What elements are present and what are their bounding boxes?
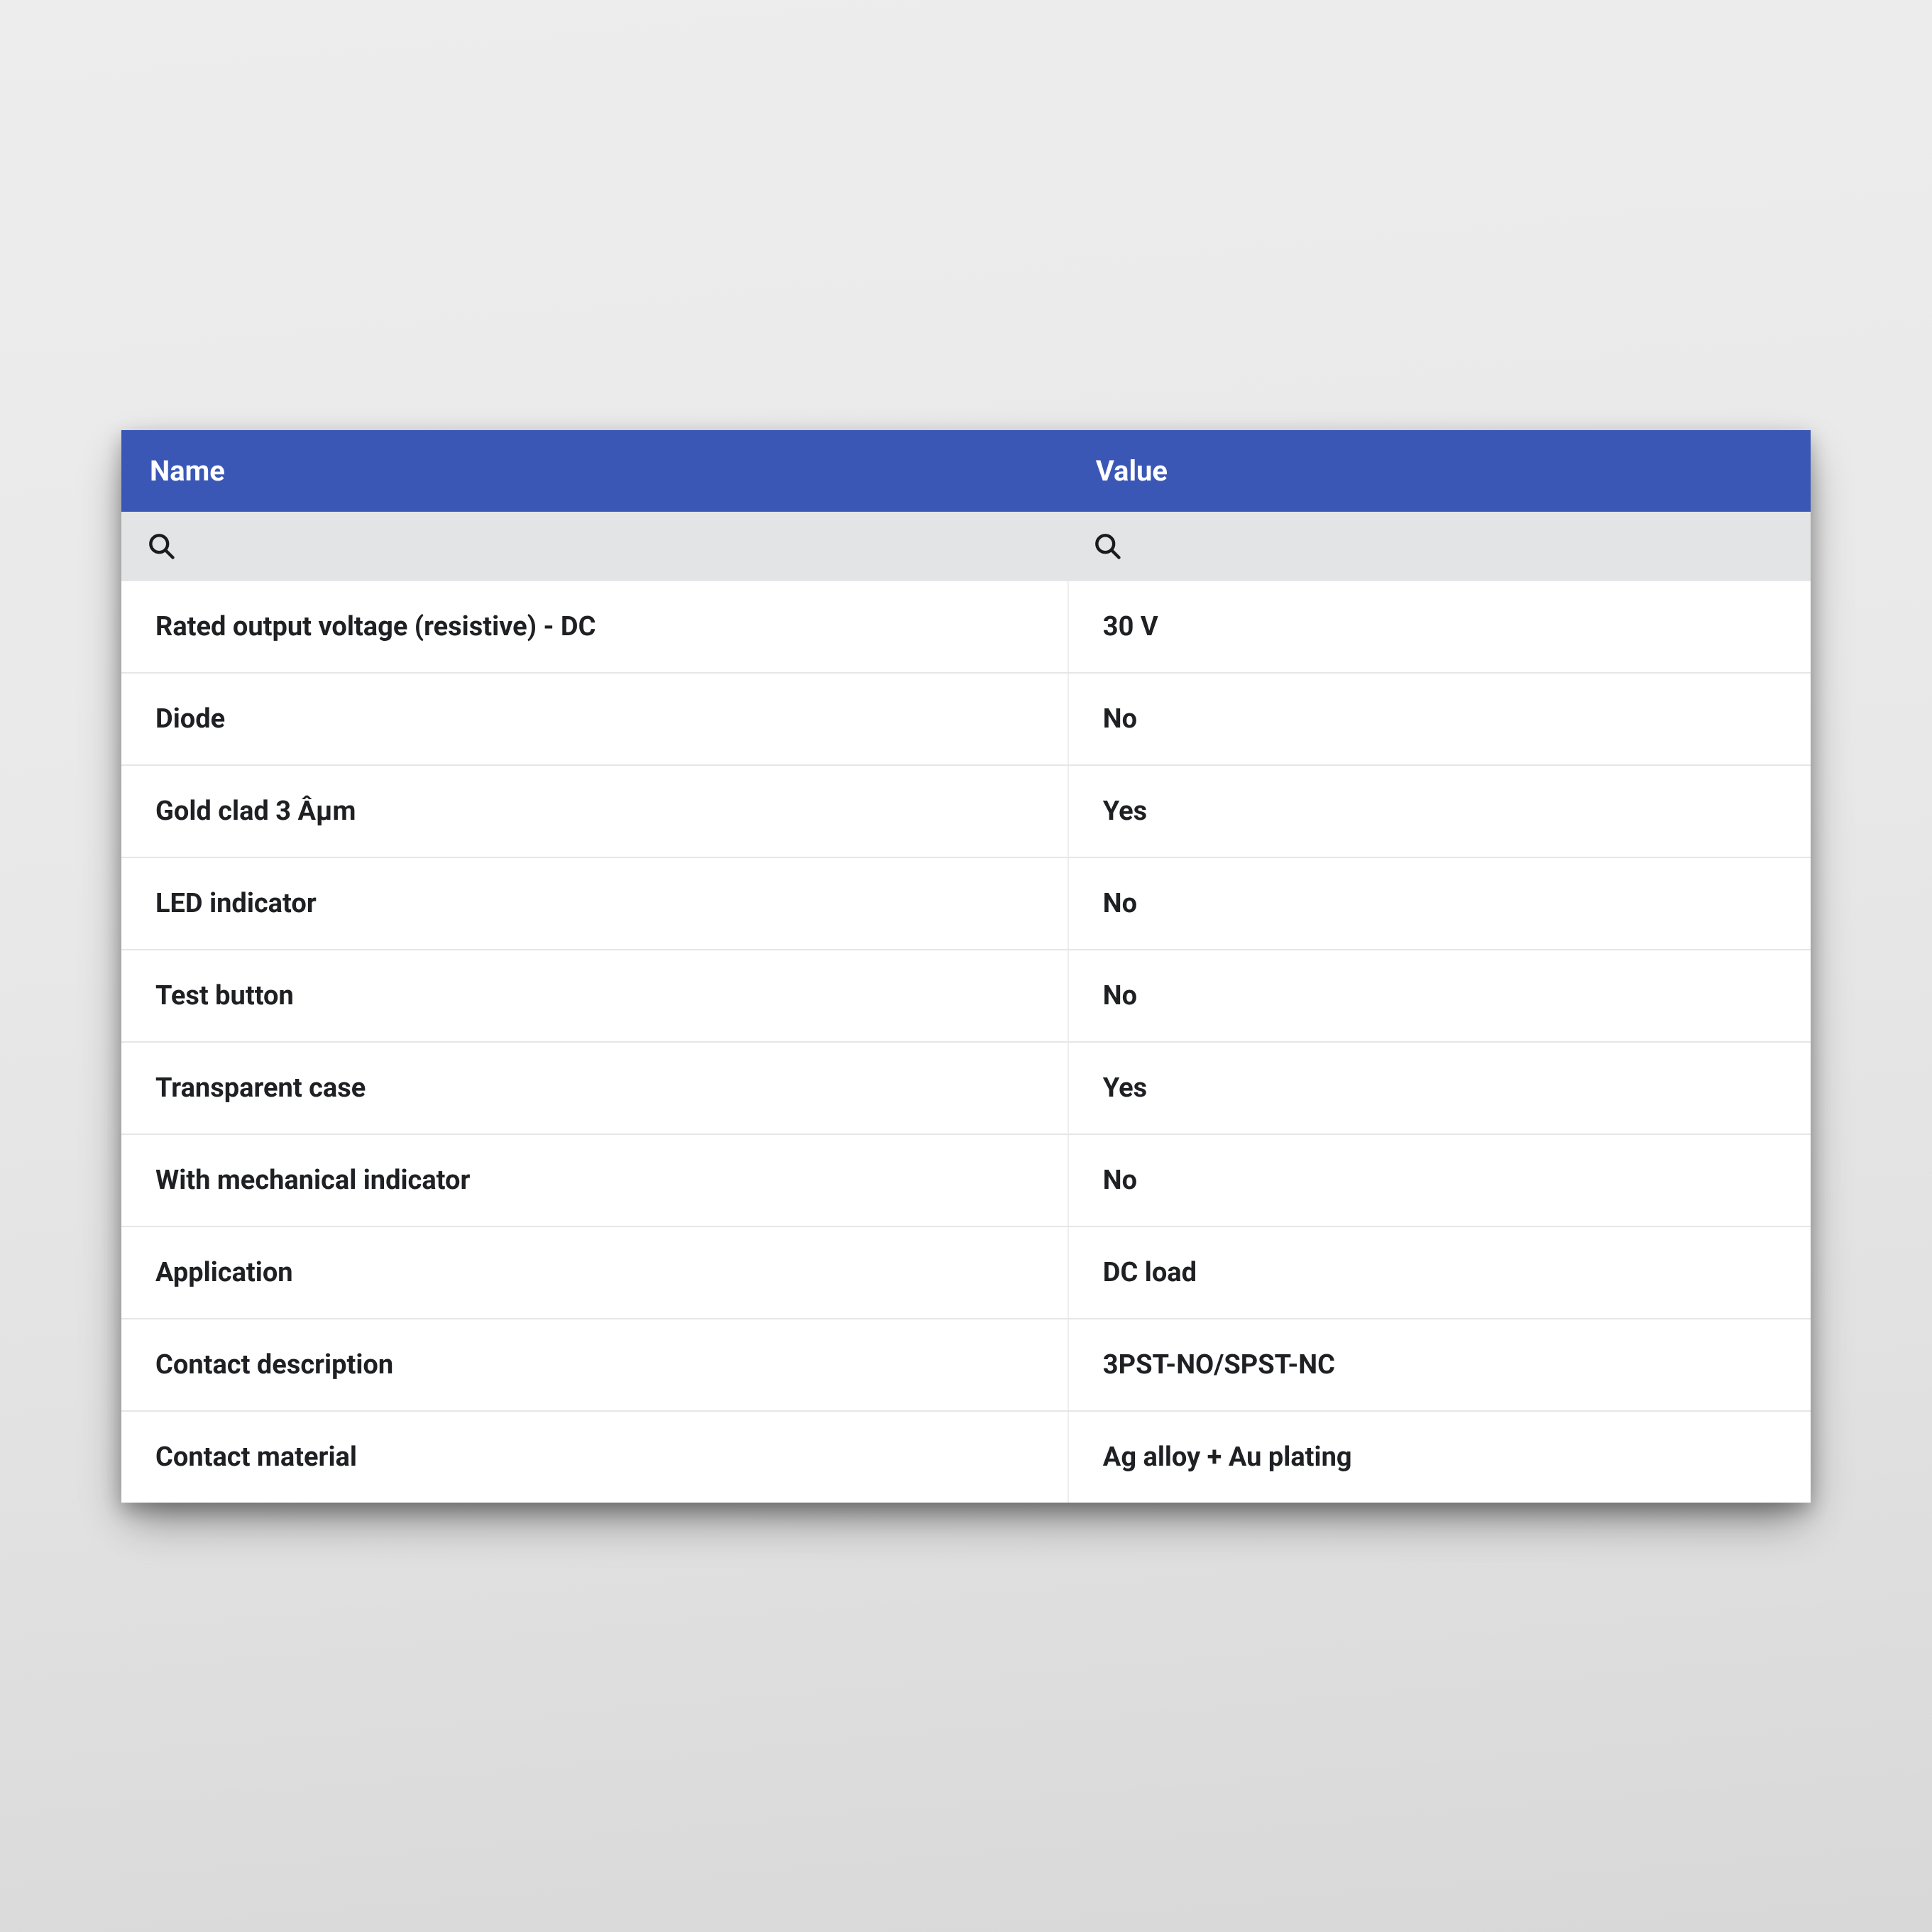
search-name-cell[interactable] bbox=[121, 512, 1067, 580]
spec-table: Name Value Rated output voltage (resisti… bbox=[121, 430, 1811, 1503]
table-header-row: Name Value bbox=[121, 430, 1811, 512]
table-row: LED indicator No bbox=[121, 857, 1811, 949]
search-icon bbox=[1092, 530, 1123, 561]
cell-value: 3PST-NO/SPST-NC bbox=[1067, 1319, 1811, 1410]
cell-name: Rated output voltage (resistive) - DC bbox=[121, 581, 1067, 672]
cell-name: Test button bbox=[121, 950, 1067, 1041]
search-icon bbox=[146, 530, 177, 561]
cell-name: Gold clad 3 Âµm bbox=[121, 766, 1067, 857]
cell-value: Yes bbox=[1067, 766, 1811, 857]
cell-value: 30 V bbox=[1067, 581, 1811, 672]
table-row: Test button No bbox=[121, 949, 1811, 1041]
cell-value: No bbox=[1067, 674, 1811, 764]
cell-name: Application bbox=[121, 1227, 1067, 1318]
cell-value: DC load bbox=[1067, 1227, 1811, 1318]
table-body: Rated output voltage (resistive) - DC 30… bbox=[121, 580, 1811, 1503]
cell-value: No bbox=[1067, 950, 1811, 1041]
table-row: Contact material Ag alloy + Au plating bbox=[121, 1410, 1811, 1503]
table-row: Transparent case Yes bbox=[121, 1041, 1811, 1134]
table-row: Contact description 3PST-NO/SPST-NC bbox=[121, 1318, 1811, 1410]
table-row: With mechanical indicator No bbox=[121, 1134, 1811, 1226]
cell-value: Yes bbox=[1067, 1043, 1811, 1134]
cell-name: Transparent case bbox=[121, 1043, 1067, 1134]
cell-name: Diode bbox=[121, 674, 1067, 764]
search-value-cell[interactable] bbox=[1067, 512, 1811, 580]
cell-value: No bbox=[1067, 858, 1811, 949]
column-header-value[interactable]: Value bbox=[1067, 430, 1811, 512]
table-search-row bbox=[121, 512, 1811, 580]
table-row: Application DC load bbox=[121, 1226, 1811, 1318]
cell-name: With mechanical indicator bbox=[121, 1135, 1067, 1226]
column-header-name[interactable]: Name bbox=[121, 430, 1067, 512]
cell-value: Ag alloy + Au plating bbox=[1067, 1412, 1811, 1503]
table-row: Gold clad 3 Âµm Yes bbox=[121, 764, 1811, 857]
table-row: Rated output voltage (resistive) - DC 30… bbox=[121, 580, 1811, 672]
cell-name: Contact material bbox=[121, 1412, 1067, 1503]
cell-name: LED indicator bbox=[121, 858, 1067, 949]
cell-value: No bbox=[1067, 1135, 1811, 1226]
cell-name: Contact description bbox=[121, 1319, 1067, 1410]
table-row: Diode No bbox=[121, 672, 1811, 764]
